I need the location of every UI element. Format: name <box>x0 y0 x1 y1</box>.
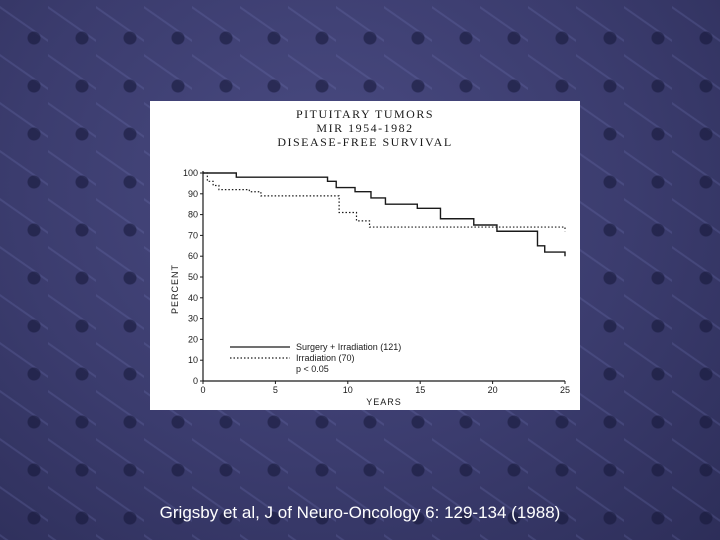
chart-title-line-2: MIR 1954-1982 <box>316 121 414 135</box>
legend-annotation: p < 0.05 <box>296 364 329 374</box>
y-tick-label: 30 <box>188 314 198 324</box>
y-tick-label: 10 <box>188 355 198 365</box>
x-tick-label: 0 <box>200 385 205 395</box>
y-tick-label: 70 <box>188 230 198 240</box>
y-axis-label: PERCENT <box>170 264 180 314</box>
y-tick-label: 80 <box>188 210 198 220</box>
chart-title-line-1: PITUITARY TUMORS <box>295 107 435 121</box>
x-tick-label: 5 <box>273 385 278 395</box>
x-tick-label: 20 <box>488 385 498 395</box>
series-line-2 <box>203 172 566 232</box>
chart-legend: Surgery + Irradiation (121)Irradiation (… <box>230 342 401 374</box>
y-tick-label: 60 <box>188 251 198 261</box>
y-tick-label: 90 <box>188 189 198 199</box>
survival-chart: 0 10 20 30 40 50 60 70 80 90 100 0 5 10 15 20 25 YEARS PER… <box>170 168 570 407</box>
x-tick-label: 15 <box>415 385 425 395</box>
y-tick-label: 20 <box>188 334 198 344</box>
y-tick-label: 50 <box>188 272 198 282</box>
chart-title-line-3: DISEASE-FREE SURVIVAL <box>277 135 453 149</box>
x-tick-label: 10 <box>343 385 353 395</box>
legend-entry-2: Irradiation (70) <box>296 353 355 363</box>
chart-series <box>203 172 566 257</box>
citation-caption: Grigsby et al, J of Neuro-Oncology 6: 12… <box>159 503 561 522</box>
y-tick-label: 40 <box>188 293 198 303</box>
x-axis-label: YEARS <box>366 397 402 407</box>
series-line-1 <box>203 172 566 257</box>
x-tick-label: 25 <box>560 385 570 395</box>
chart-axes: 0 10 20 30 40 50 60 70 80 90 100 0 5 10 15 20 25 YEARS PER… <box>170 168 570 407</box>
y-tick-label: 0 <box>193 376 198 386</box>
chart-panel: PITUITARY TUMORS MIR 1954-1982 DISEASE-F… <box>150 101 580 410</box>
legend-entry-1: Surgery + Irradiation (121) <box>296 342 401 352</box>
y-tick-label: 100 <box>183 168 198 178</box>
